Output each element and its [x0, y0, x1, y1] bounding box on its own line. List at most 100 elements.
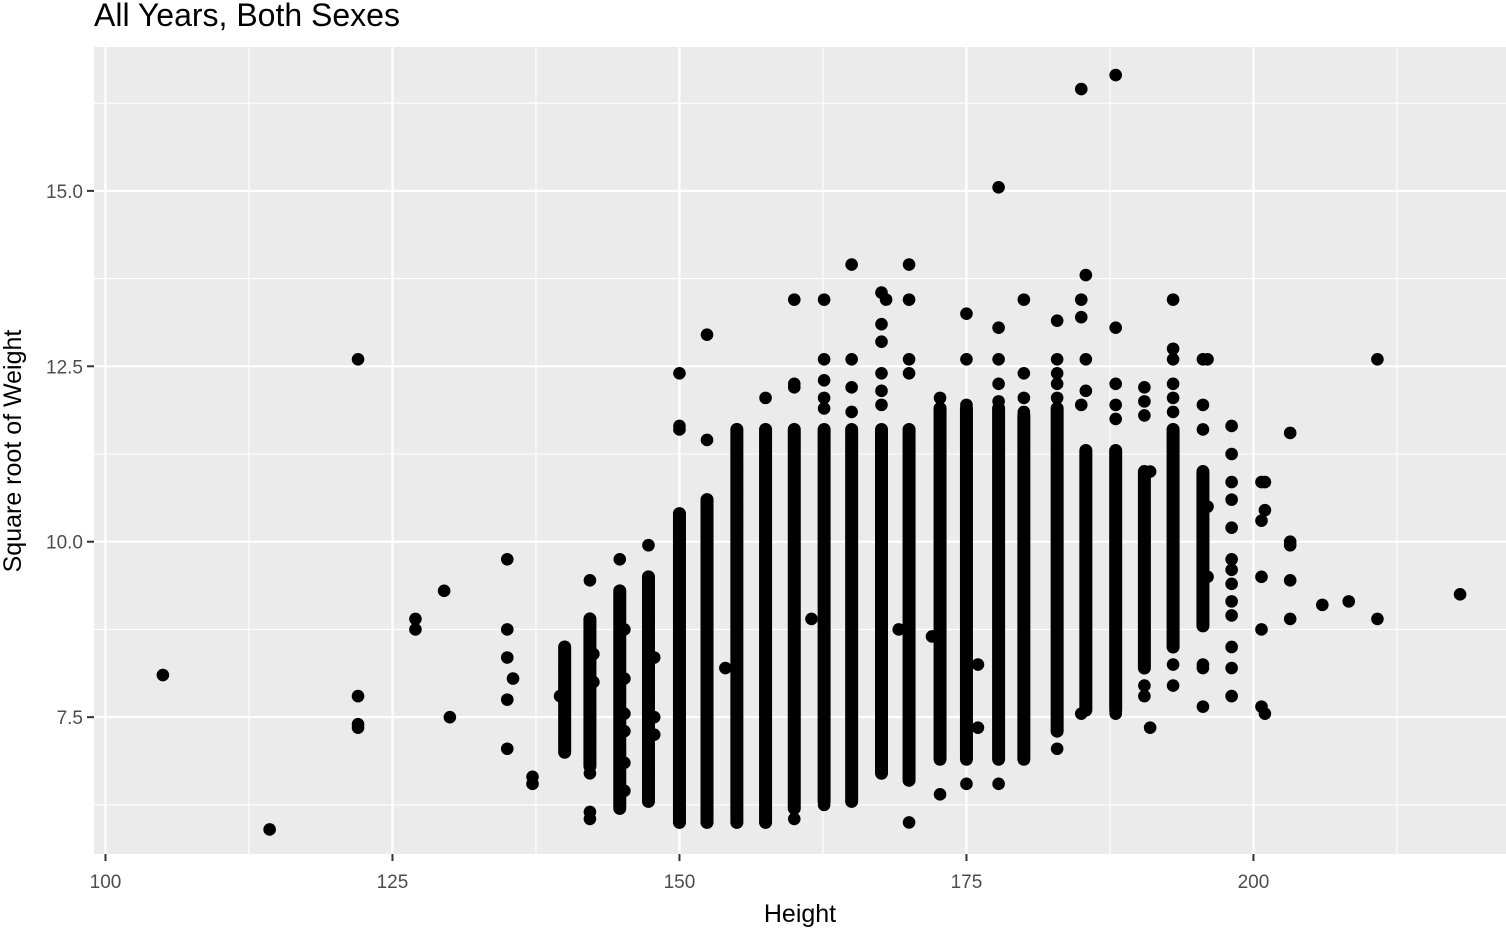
data-point [1225, 447, 1238, 461]
data-point [875, 398, 888, 412]
data-point [642, 795, 655, 808]
data-point [1166, 377, 1180, 391]
data-point [1109, 377, 1122, 391]
data-point [700, 521, 714, 534]
data-point [787, 423, 801, 436]
data-point [642, 570, 655, 584]
data-point [700, 542, 714, 556]
data-point [960, 777, 973, 791]
data-point [583, 767, 597, 780]
data-point [673, 423, 686, 436]
data-point [730, 423, 744, 436]
data-point [500, 693, 514, 706]
data-point [1050, 391, 1064, 405]
y-axis-label: Square root of Weight [0, 330, 27, 573]
data-point [730, 461, 744, 475]
data-point [613, 640, 627, 654]
data-point [805, 612, 818, 626]
data-point [1109, 707, 1122, 720]
data-point [1196, 423, 1210, 436]
data-point [1342, 595, 1356, 608]
data-point [700, 816, 714, 829]
data-point [1225, 689, 1238, 703]
data-point [156, 668, 170, 682]
data-point [1143, 465, 1157, 478]
data-point [1109, 68, 1122, 82]
data-point [1079, 352, 1093, 366]
data-point [875, 367, 888, 380]
data-point [902, 352, 916, 366]
data-point [437, 584, 451, 598]
data-point [1371, 352, 1384, 366]
y-tick-label: 7.5 [57, 708, 83, 729]
data-point [613, 552, 627, 566]
data-point [992, 321, 1005, 334]
data-point [992, 395, 1005, 408]
data-point [1283, 574, 1297, 587]
data-point [673, 507, 686, 520]
data-point [925, 630, 939, 643]
data-point [875, 384, 888, 398]
data-point [845, 795, 858, 808]
data-point [1074, 310, 1088, 324]
x-tick-label: 100 [90, 872, 122, 893]
data-point [583, 731, 597, 745]
data-point [1225, 419, 1238, 433]
data-point [1225, 577, 1238, 591]
data-point [787, 381, 801, 394]
data-point [642, 640, 655, 654]
data-point [1201, 500, 1214, 513]
axis-ticks: 100 125 150 175 200 7.5 10.0 12.5 15.0 [46, 182, 1269, 893]
data-point [673, 816, 686, 829]
data-point [1258, 707, 1272, 720]
data-point [1201, 570, 1214, 584]
data-point [642, 538, 655, 552]
data-point [618, 623, 631, 636]
data-point [1017, 391, 1031, 405]
data-point [845, 352, 858, 366]
data-point [647, 710, 661, 724]
data-point [500, 651, 514, 664]
data-point [583, 703, 597, 717]
data-point [443, 710, 457, 724]
data-point [1109, 412, 1122, 426]
data-point [351, 352, 365, 366]
data-point [1109, 398, 1122, 412]
data-point [642, 693, 655, 706]
data-point [1225, 552, 1238, 566]
data-point [845, 258, 858, 271]
data-point [1166, 293, 1180, 306]
data-point [902, 367, 916, 380]
data-point [1283, 612, 1297, 626]
data-point [351, 721, 365, 734]
data-point [618, 707, 631, 720]
data-point [1074, 82, 1088, 96]
data-point [759, 423, 772, 436]
data-point [1050, 377, 1064, 391]
data-point [817, 798, 831, 812]
y-tick-label: 15.0 [46, 182, 83, 203]
data-point [613, 802, 627, 815]
data-point [1196, 398, 1210, 412]
data-point [892, 623, 906, 636]
data-point [817, 374, 831, 387]
data-point [817, 293, 831, 306]
data-point [1166, 342, 1180, 356]
data-point [960, 352, 973, 366]
data-point [960, 307, 973, 320]
data-point [642, 763, 655, 777]
data-point [1079, 268, 1093, 282]
data-point [817, 402, 831, 415]
data-point [673, 367, 686, 380]
data-point [933, 788, 947, 801]
data-point [719, 661, 732, 675]
y-tick-label: 12.5 [46, 357, 83, 378]
data-point [1017, 367, 1031, 380]
data-point [817, 391, 831, 405]
data-point [902, 293, 916, 306]
data-point [992, 181, 1005, 194]
data-point [902, 258, 916, 271]
data-point [1079, 384, 1093, 398]
data-point [1316, 598, 1329, 612]
data-point [1074, 398, 1088, 412]
